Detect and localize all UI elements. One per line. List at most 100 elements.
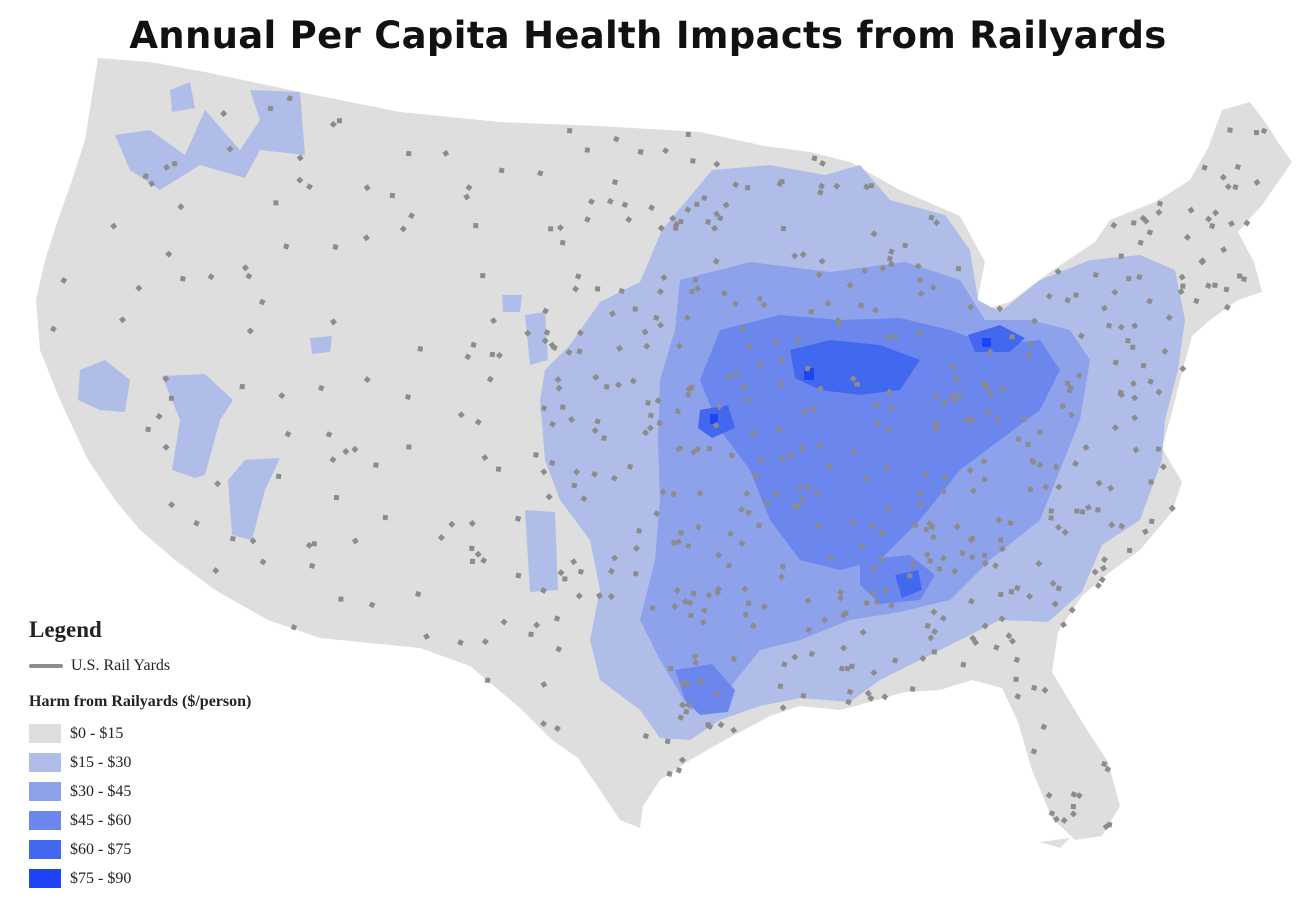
rail-yard-marker <box>382 514 389 521</box>
rail-yard-marker <box>924 622 931 629</box>
rail-yard-marker <box>701 195 708 201</box>
rail-yard-marker <box>278 392 286 400</box>
rail-yard-marker <box>1187 206 1195 214</box>
rail-yard-marker <box>1042 483 1050 491</box>
rail-yard-marker <box>711 224 719 232</box>
rail-yard-marker <box>996 305 1004 313</box>
rail-yard-marker <box>870 230 878 238</box>
rail-yard-marker <box>683 708 690 715</box>
rail-yard-marker <box>573 468 581 476</box>
rail-yard-marker <box>533 621 541 629</box>
rail-yard-marker <box>858 302 865 309</box>
rail-yard-marker <box>465 184 473 192</box>
rail-yard-marker <box>1014 693 1022 700</box>
rail-yard-marker <box>836 594 845 602</box>
rail-yard-marker <box>916 500 924 508</box>
rail-yard-marker <box>949 393 956 399</box>
rail-yard-marker <box>1013 656 1021 664</box>
harm-region-15-30-nw <box>115 90 305 190</box>
rail-yard-marker <box>1147 378 1154 385</box>
rail-yard-marker <box>1155 208 1163 216</box>
rail-yard-marker <box>1075 372 1083 379</box>
rail-yard-marker <box>673 587 681 594</box>
rail-yard-marker <box>839 612 847 619</box>
rail-yard-marker <box>553 615 561 622</box>
rail-yard-marker <box>861 267 869 275</box>
rail-yard-marker <box>1028 457 1036 465</box>
florida-keys <box>1040 838 1070 848</box>
legend-class-label: $15 - $30 <box>70 753 132 771</box>
legend-class: $0 - $15 <box>29 719 359 748</box>
rail-yard-marker <box>548 341 556 349</box>
rail-yard-marker <box>660 274 668 282</box>
rail-yard-marker <box>653 314 660 321</box>
rail-yard-marker <box>1055 585 1062 592</box>
rail-yard-marker <box>577 568 584 575</box>
rail-yard-marker <box>1132 446 1140 454</box>
rail-yard-marker <box>717 214 724 222</box>
rail-yard-marker <box>245 272 253 280</box>
rail-yard-marker <box>873 402 879 408</box>
rail-yard-marker <box>1209 222 1216 230</box>
rail-yard-marker <box>1100 564 1107 572</box>
rail-yard-marker <box>869 523 876 530</box>
rail-yard-marker <box>1026 592 1034 600</box>
rail-yard-marker <box>1008 588 1015 595</box>
harm-region-15-30-west-plains <box>525 312 548 365</box>
rail-yard-marker <box>863 183 870 191</box>
rail-yard-marker <box>818 182 825 190</box>
map-title: Annual Per Capita Health Impacts from Ra… <box>129 14 1167 57</box>
rail-yard-marker <box>998 537 1004 543</box>
rail-yard-marker <box>1040 723 1048 731</box>
rail-yard-marker <box>927 634 935 642</box>
rail-yard-marker <box>162 375 170 383</box>
rail-yard-marker <box>498 167 505 174</box>
rail-yard-marker <box>778 573 786 581</box>
rail-yard-marker <box>850 518 858 526</box>
rail-yard-marker <box>881 693 889 701</box>
rail-yard-marker <box>874 419 882 427</box>
rail-yard-marker <box>760 603 768 611</box>
rail-yard-marker <box>739 325 746 332</box>
rail-yard-marker <box>727 530 734 537</box>
rail-yard-marker <box>1101 760 1108 768</box>
rail-yard-marker <box>732 370 740 378</box>
rail-yard-marker <box>1052 463 1060 471</box>
rail-yard-marker <box>745 342 753 350</box>
rail-yard-marker <box>815 522 823 530</box>
rail-yard-marker <box>951 567 959 575</box>
rail-yard-marker <box>873 598 881 606</box>
rail-yards-layer <box>49 95 1268 831</box>
rail-yard-marker <box>1084 504 1092 511</box>
rail-yard-marker <box>1223 303 1231 311</box>
rail-yard-marker <box>1137 239 1144 246</box>
legend-class-swatch <box>29 724 61 743</box>
rail-yard-marker <box>879 264 887 272</box>
rail-yard-marker <box>998 545 1006 553</box>
rail-yard-marker <box>1179 365 1187 373</box>
rail-yard-marker <box>626 463 634 470</box>
rail-yard-marker <box>685 543 692 549</box>
rail-yard-marker <box>1118 522 1126 530</box>
rail-yard-marker <box>495 351 504 359</box>
legend-class-swatch <box>29 811 61 830</box>
rail-yard-marker <box>669 214 677 222</box>
rail-yard-marker <box>408 212 415 220</box>
rail-yard-marker <box>801 408 809 416</box>
rail-yard-marker <box>953 523 961 531</box>
rail-yard-marker <box>931 628 939 635</box>
rail-yard-marker <box>662 147 670 155</box>
rail-yard-marker <box>1005 632 1013 640</box>
rail-yard-marker <box>697 677 705 685</box>
rail-yard-marker <box>656 419 663 427</box>
rail-yard-marker <box>940 487 947 495</box>
rail-yard-marker <box>1072 292 1080 299</box>
legend-class-swatch <box>29 869 61 888</box>
rail-yard-marker <box>1148 479 1154 485</box>
rail-yard-marker <box>1070 791 1077 798</box>
rail-yard-marker <box>923 526 930 533</box>
rail-yard-marker <box>1155 446 1162 452</box>
rail-yard-marker <box>632 306 638 312</box>
rail-yard-marker <box>998 615 1006 623</box>
rail-yard-marker <box>828 555 835 562</box>
